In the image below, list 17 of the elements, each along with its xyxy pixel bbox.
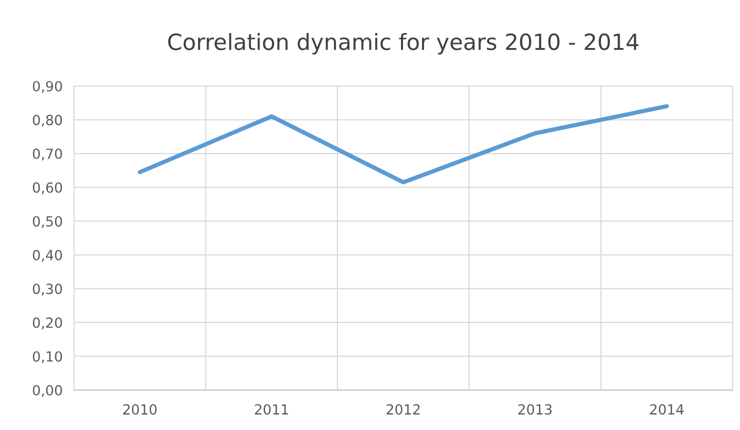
y-tick-label: 0,80 [32,114,62,127]
x-tick-label: 2014 [650,404,684,415]
line-series [138,104,669,184]
y-tick-label: 0,50 [32,216,62,228]
x-tick-label: 2012 [386,404,420,415]
y-tick-label: 0,90 [32,80,62,93]
y-tick-label: 0,00 [32,384,62,397]
y-tick-label: 0,10 [32,351,62,364]
chart-title: Correlation dynamic for years 2010 - 2014 [168,33,638,55]
y-tick-label: 0,70 [32,148,62,160]
y-tick-label: 0,40 [32,250,62,262]
y-tick-label: 0,60 [32,182,62,194]
x-tick-label: 2011 [254,404,288,415]
y-tick-label: 0,30 [32,284,62,296]
y-tick-label: 0,20 [32,317,62,330]
x-tick-label: 2010 [123,404,157,415]
x-tick-label: 2013 [518,404,552,415]
